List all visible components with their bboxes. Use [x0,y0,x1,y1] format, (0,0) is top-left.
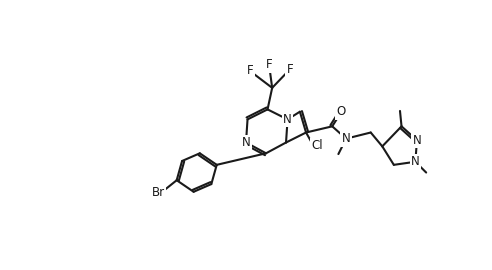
Text: N: N [411,155,420,168]
Text: Br: Br [152,186,165,199]
Text: O: O [337,105,346,118]
Text: N: N [413,134,421,147]
Text: N: N [413,134,421,147]
Text: N: N [242,136,250,149]
Text: F: F [266,58,273,71]
Text: N: N [342,132,350,145]
Text: F: F [246,65,253,77]
Text: F: F [286,63,293,76]
Text: N: N [342,132,350,145]
Text: Cl: Cl [311,139,323,152]
Text: N: N [283,113,292,126]
Text: O: O [337,105,346,118]
Text: F: F [246,65,253,77]
Text: N: N [411,155,420,168]
Text: N: N [283,113,292,126]
Text: N: N [242,136,250,149]
Text: F: F [266,58,273,71]
Text: F: F [286,63,293,76]
Text: Br: Br [152,186,165,199]
Text: Cl: Cl [311,139,323,152]
